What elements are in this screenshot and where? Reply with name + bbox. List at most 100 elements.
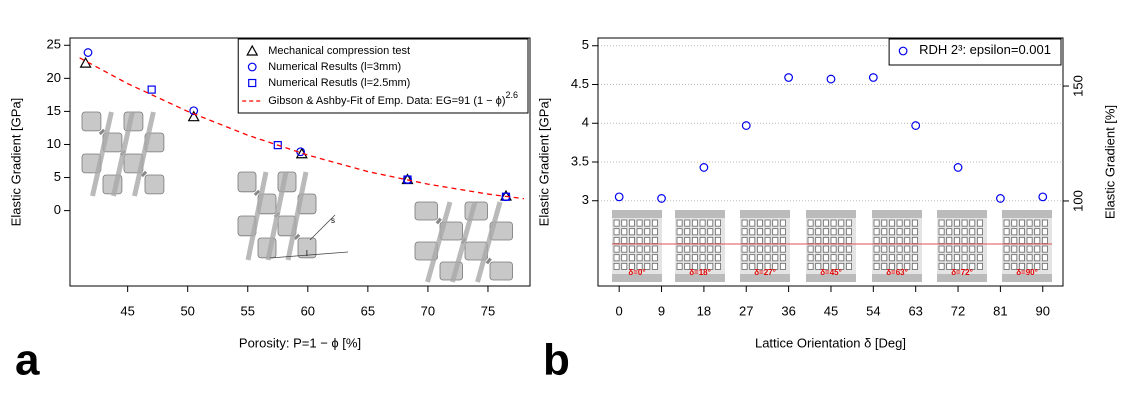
specimen-cell bbox=[1034, 228, 1041, 236]
x-tick-label: 45 bbox=[824, 303, 838, 318]
lattice-strut bbox=[132, 111, 156, 197]
specimen-cell bbox=[969, 245, 976, 253]
specimen-cell bbox=[838, 236, 845, 244]
specimen-cell bbox=[976, 236, 983, 244]
specimen-cell bbox=[1018, 228, 1025, 236]
specimen-cell bbox=[815, 219, 822, 227]
specimen-cell bbox=[953, 245, 960, 253]
specimen-cell bbox=[822, 236, 829, 244]
x-tick-label: 81 bbox=[993, 303, 1007, 318]
specimen-cell bbox=[838, 219, 845, 227]
panel-label: b bbox=[543, 336, 570, 385]
specimen-cell bbox=[976, 254, 983, 262]
specimen-cell bbox=[676, 236, 683, 244]
y2-tick-label: 100 bbox=[1070, 190, 1085, 212]
specimen-cell bbox=[714, 254, 721, 262]
specimen-cell bbox=[1018, 236, 1025, 244]
specimen-cell bbox=[946, 262, 953, 270]
specimen-cell bbox=[644, 254, 651, 262]
specimen-cell bbox=[684, 236, 691, 244]
square-marker bbox=[403, 175, 412, 184]
specimen-cell bbox=[651, 262, 658, 270]
specimen-image bbox=[675, 210, 725, 282]
specimen-cell bbox=[741, 219, 748, 227]
specimen-cell bbox=[969, 254, 976, 262]
specimen-cell bbox=[756, 254, 763, 262]
specimen-cell bbox=[873, 228, 880, 236]
inset-label: δ=90° bbox=[1016, 268, 1038, 277]
specimen-cell bbox=[953, 254, 960, 262]
specimen-cell bbox=[911, 219, 918, 227]
square-marker bbox=[273, 141, 282, 150]
specimen-cell bbox=[881, 219, 888, 227]
specimen-cell bbox=[807, 254, 814, 262]
specimen-cell bbox=[1026, 262, 1033, 270]
specimen-cell bbox=[714, 245, 721, 253]
y-tick-label: 4.5 bbox=[571, 76, 589, 91]
specimen-cell bbox=[896, 254, 903, 262]
specimen-plate bbox=[806, 210, 856, 218]
specimen-cell bbox=[881, 236, 888, 244]
lattice-strut bbox=[450, 201, 478, 283]
specimen-cell bbox=[628, 245, 635, 253]
circle-marker bbox=[657, 194, 666, 203]
specimen-cell bbox=[651, 228, 658, 236]
specimen-cell bbox=[621, 228, 628, 236]
inset-label: δ=45° bbox=[820, 268, 842, 277]
specimen-cell bbox=[1011, 262, 1018, 270]
specimen-cell bbox=[1034, 254, 1041, 262]
triangle-marker bbox=[187, 110, 200, 122]
specimen-cell bbox=[938, 228, 945, 236]
specimen-cell bbox=[676, 254, 683, 262]
specimen-cell bbox=[938, 219, 945, 227]
legend-box bbox=[888, 38, 1062, 66]
specimen-cell bbox=[881, 245, 888, 253]
specimen-cell bbox=[938, 254, 945, 262]
specimen-cell bbox=[961, 245, 968, 253]
circle-marker bbox=[911, 121, 921, 130]
specimen-cell bbox=[1026, 236, 1033, 244]
y-tick-label: 15 bbox=[47, 103, 61, 118]
specimen-plate bbox=[675, 210, 725, 218]
specimen-cell bbox=[1011, 236, 1018, 244]
specimen-cell bbox=[684, 245, 691, 253]
specimen-cell bbox=[707, 254, 714, 262]
circle-marker bbox=[898, 46, 908, 56]
y2-axis-label: Elastic Gradient [%] bbox=[1102, 105, 1117, 219]
specimen-cell bbox=[764, 228, 771, 236]
specimen-cell bbox=[1003, 254, 1010, 262]
specimen-cell bbox=[707, 236, 714, 244]
specimen-cell bbox=[1018, 245, 1025, 253]
specimen-cell bbox=[749, 245, 756, 253]
specimen-cell bbox=[911, 245, 918, 253]
specimen-cell bbox=[772, 236, 779, 244]
specimen-cell bbox=[961, 228, 968, 236]
specimen-cell bbox=[1018, 254, 1025, 262]
specimen-cell bbox=[904, 236, 911, 244]
circle-marker bbox=[83, 48, 93, 57]
specimen-cell bbox=[779, 236, 786, 244]
specimen-cell bbox=[1041, 254, 1048, 262]
specimen-cell bbox=[946, 236, 953, 244]
specimen-cell bbox=[613, 228, 620, 236]
specimen-plate bbox=[1002, 274, 1052, 282]
x-tick-label: 45 bbox=[120, 303, 134, 318]
specimen-cell bbox=[1041, 219, 1048, 227]
specimen-plate bbox=[806, 274, 856, 282]
specimen-cell bbox=[749, 262, 756, 270]
specimen-cell bbox=[644, 262, 651, 270]
x-tick-label: 54 bbox=[866, 303, 880, 318]
legend-superscript: 2.6 bbox=[505, 90, 518, 100]
specimen-cell bbox=[676, 219, 683, 227]
specimen-cell bbox=[961, 254, 968, 262]
specimen-cell bbox=[1011, 228, 1018, 236]
specimen-cell bbox=[756, 262, 763, 270]
x-tick-label: 63 bbox=[908, 303, 922, 318]
circle-marker bbox=[953, 163, 963, 172]
dimension-line bbox=[269, 251, 349, 259]
y-axis-label: Elastic Gradient [GPa] bbox=[536, 98, 551, 227]
specimen-cell bbox=[779, 219, 786, 227]
specimen-cell bbox=[1026, 245, 1033, 253]
specimen-cell bbox=[911, 236, 918, 244]
specimen-cell bbox=[714, 228, 721, 236]
